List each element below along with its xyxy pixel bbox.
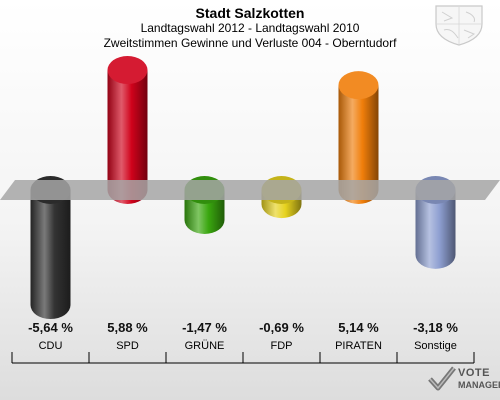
bar-body <box>107 70 148 190</box>
checkmark-logo-icon <box>428 366 456 391</box>
category-label-spd: SPD <box>116 340 139 352</box>
chart-subtitle-election: Landtagswahl 2012 - Landtagswahl 2010 <box>140 21 360 35</box>
bar-bottom-cap <box>184 205 225 234</box>
category-label-sonstige: Sonstige <box>414 340 457 352</box>
logo-line-1: VOTE <box>458 367 490 379</box>
value-label-fdp: -0,69 % <box>259 320 304 335</box>
bar-bottom-cap <box>415 240 456 269</box>
category-label-piraten: PIRATEN <box>335 340 382 352</box>
bar-top-cap <box>107 56 148 85</box>
category-labels: CDU SPD GRÜNE FDP PIRATEN Sonstige <box>39 340 457 352</box>
bar-body <box>30 190 71 306</box>
chart-header: Stadt Salzkotten Landtagswahl 2012 - Lan… <box>0 0 500 51</box>
logo-line-2: MANAGER <box>458 380 500 390</box>
chart-subtitle-district: Zweitstimmen Gewinne und Verluste 004 - … <box>103 36 397 50</box>
value-label-spd: 5,88 % <box>107 320 148 335</box>
value-label-cdu: -5,64 % <box>28 320 73 335</box>
value-label-piraten: 5,14 % <box>338 320 379 335</box>
category-label-cdu: CDU <box>39 340 63 352</box>
bar-bottom-cap <box>30 291 71 320</box>
bar-body <box>338 85 379 190</box>
zero-band <box>0 180 500 200</box>
value-labels: -5,64 % 5,88 % -1,47 % -0,69 % 5,14 % -3,18 % <box>28 320 458 335</box>
chart-title: Stadt Salzkotten <box>195 5 305 21</box>
value-label-sonstige: -3,18 % <box>413 320 458 335</box>
coat-of-arms-icon <box>435 5 483 46</box>
category-label-gruene: GRÜNE <box>185 340 225 352</box>
value-label-gruene: -1,47 % <box>182 320 227 335</box>
category-label-fdp: FDP <box>271 340 293 352</box>
zero-baseline <box>0 180 500 200</box>
x-axis <box>11 352 475 364</box>
bar-top-cap <box>338 71 379 100</box>
